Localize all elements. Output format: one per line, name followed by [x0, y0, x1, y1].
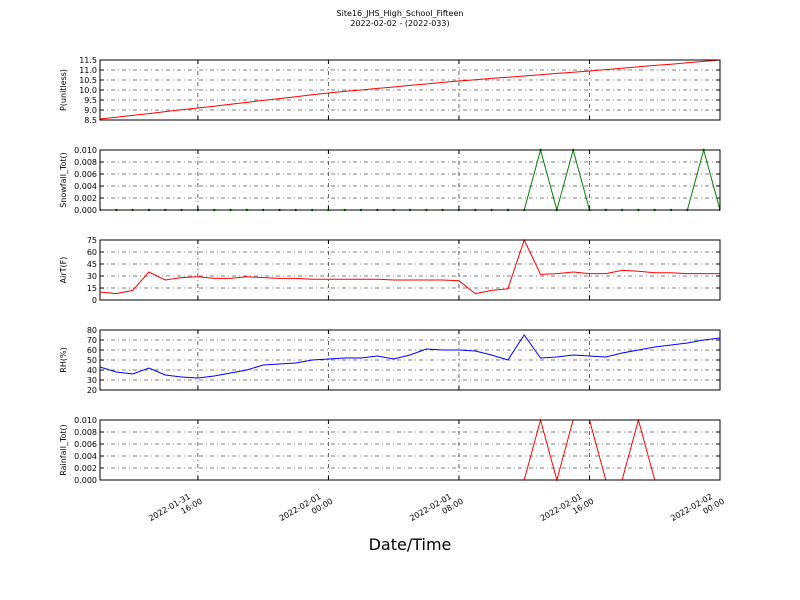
data-line — [100, 59, 720, 120]
plot-area — [100, 334, 720, 379]
axes-frame — [99, 59, 721, 121]
y-tick-label: 75 — [87, 236, 97, 245]
y-tick-label: 50 — [87, 356, 97, 365]
plot-area — [100, 238, 720, 295]
y-tick-label: 15 — [87, 284, 97, 293]
y-axis-label: RH(%) — [59, 347, 68, 372]
y-tick-label: 8.5 — [84, 116, 97, 125]
y-tick-label: 70 — [87, 336, 97, 345]
plot-area — [100, 59, 720, 120]
data-line — [100, 334, 720, 379]
y-tick-label: 0.010 — [74, 146, 97, 155]
y-tick-label: 40 — [87, 366, 97, 375]
x-tick-label: 2022-01-3116:00 — [147, 488, 204, 532]
y-tick-label: 30 — [87, 376, 97, 385]
figure-subtitle: 2022-02-02 - (2022-033) — [350, 19, 449, 28]
y-tick-label: 20 — [87, 386, 97, 395]
y-tick-label: 9.0 — [84, 106, 97, 115]
y-tick-label: 80 — [87, 326, 97, 335]
figure-title: Site16_JHS_High_School_Fifteen — [337, 9, 464, 18]
y-tick-label: 0.002 — [74, 464, 97, 473]
plot-area — [100, 418, 720, 482]
axes-frame — [99, 329, 721, 391]
data-line — [100, 148, 720, 212]
y-tick-label: 10.5 — [79, 76, 97, 85]
x-tick-label: 2022-02-0108:00 — [408, 488, 465, 532]
axes-frame — [99, 149, 721, 211]
x-tick-label: 2022-02-0200:00 — [669, 488, 726, 532]
x-tick-label: 2022-02-0100:00 — [278, 488, 335, 532]
y-tick-label: 45 — [87, 260, 97, 269]
y-tick-label: 0.000 — [74, 476, 97, 485]
y-tick-label: 0.004 — [74, 452, 97, 461]
y-tick-label: 0.010 — [74, 416, 97, 425]
y-tick-label: 11.0 — [79, 66, 97, 75]
y-tick-label: 0.006 — [74, 440, 97, 449]
y-tick-label: 30 — [87, 272, 97, 281]
y-tick-label: 0.008 — [74, 158, 97, 167]
y-tick-label: 0.002 — [74, 194, 97, 203]
data-line — [100, 238, 720, 295]
y-axis-label: Snowfall_Tot() — [59, 152, 68, 208]
x-axis-label: Date/Time — [369, 535, 452, 554]
y-tick-label: 0.006 — [74, 170, 97, 179]
y-tick-label: 10.0 — [79, 86, 97, 95]
axes-frame — [99, 239, 721, 301]
y-tick-label: 0.008 — [74, 428, 97, 437]
y-tick-label: 11.5 — [79, 56, 97, 65]
axes-frame — [99, 419, 721, 481]
plot-area — [100, 148, 720, 212]
y-axis-label: AirT(F) — [59, 257, 68, 284]
data-line — [100, 418, 720, 482]
y-tick-label: 0.004 — [74, 182, 97, 191]
y-tick-label: 0 — [92, 296, 97, 305]
y-tick-label: 60 — [87, 248, 97, 257]
y-axis-label: P(unitless) — [59, 69, 68, 111]
y-axis-label: Rainfall_Tot() — [59, 424, 68, 476]
y-tick-label: 0.000 — [74, 206, 97, 215]
x-tick-label: 2022-02-0116:00 — [539, 488, 596, 532]
y-tick-label: 9.5 — [84, 96, 97, 105]
y-tick-label: 60 — [87, 346, 97, 355]
